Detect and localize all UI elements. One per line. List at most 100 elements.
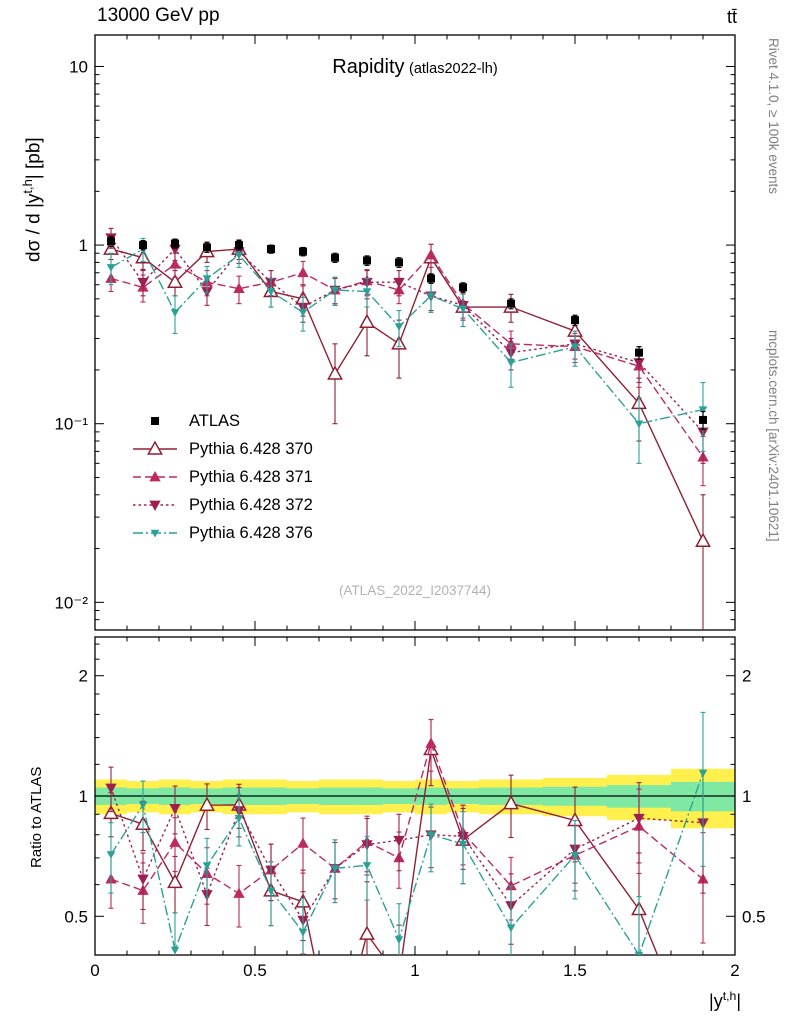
marker [167,273,183,288]
marker [359,313,375,328]
y-axis-title-pre: dσ / d |y [23,193,45,262]
marker [393,835,405,847]
marker [327,365,343,380]
tick-label: 10⁻² [54,593,88,612]
marker [458,305,468,314]
marker [235,241,243,250]
marker [331,253,339,262]
tick-label: 1 [79,787,88,806]
marker [149,500,161,511]
series-line [110,248,704,542]
tick-label: 0.5 [742,907,766,926]
marker [137,874,149,885]
series-line [110,749,659,955]
marker [362,862,372,870]
marker [503,794,519,810]
marker [426,831,436,840]
marker [151,417,159,425]
marker [425,737,437,748]
marker [427,274,435,283]
marker [298,309,308,317]
marker [506,924,516,933]
marker [202,275,212,283]
x-axis-title-sup: t,h [722,989,737,1003]
marker [695,532,711,547]
legend: ATLAS Pythia 6.428 370 Pythia 6.428 371 Pyt… [131,407,313,547]
marker [203,243,211,252]
marker [297,266,309,278]
marker [507,299,515,308]
marker [698,769,708,778]
marker [167,873,183,889]
marker [171,239,179,248]
marker [202,862,212,870]
marker [330,286,340,295]
series-line [110,741,704,895]
y-axis-title-sup: t,h [20,179,35,194]
marker [426,292,436,301]
marker [137,277,149,289]
tick-label: 0 [90,961,99,980]
legend-marker-icon [133,500,177,511]
x-axis-title-post: | [736,991,741,1011]
marker [298,928,308,937]
marker [425,248,437,260]
tick-label: 2 [730,961,739,980]
legend-item: Pythia 6.428 370 [131,435,313,463]
marker [393,277,405,289]
tick-label: 0.5 [64,907,88,926]
marker [570,343,580,352]
marker [634,420,644,429]
marker [103,804,119,820]
series-line [110,253,704,458]
marker [234,814,244,823]
marker [330,865,340,873]
marker [107,237,115,246]
legend-item: ATLAS [131,407,313,435]
series-line [110,248,704,425]
marker [362,288,372,296]
marker [458,840,468,849]
x-axis-title-pre: |y [709,991,723,1011]
process-label: tt̄ [726,7,737,27]
legend-item: Pythia 6.428 376 [131,519,313,547]
marker [106,264,116,272]
marker [266,288,276,296]
marker [169,258,181,269]
plot-title-sub: (atlas2022-lh) [409,61,498,77]
legend-item: Pythia 6.428 371 [131,463,313,491]
tick-label: 2 [79,667,88,686]
tick-label: 1.5 [563,961,587,980]
marker [266,887,276,896]
tick-label: 1 [410,961,419,980]
marker [394,936,404,944]
marker [394,323,404,332]
marker [297,837,309,848]
marker [233,282,245,294]
marker [106,851,116,859]
main-series [103,227,711,630]
legend-label: Pythia 6.428 371 [189,467,313,486]
mcplots-arxiv-note: mcplots.cern.ch [arXiv:2401.10621] [766,330,781,542]
tick-label: 1 [742,787,751,806]
tick-label: 0.5 [243,961,267,980]
marker [506,359,516,368]
marker [633,358,645,369]
marker [199,796,215,811]
series-line [110,772,704,955]
legend-marker-icon [133,529,177,538]
marker [170,309,180,317]
legend-label: Pythia 6.428 376 [189,523,313,542]
legend-label: ATLAS [189,411,241,430]
marker [139,241,147,250]
marker [147,440,163,455]
legend-label: Pythia 6.428 370 [189,439,313,458]
analysis-watermark: (ATLAS_2022_I2037744) [338,583,492,598]
legend-label: Pythia 6.428 372 [189,495,313,514]
legend-marker-icon [133,471,177,482]
y-axis-title-post: | [pb] [23,137,45,180]
marker [234,251,244,260]
marker [359,925,375,940]
